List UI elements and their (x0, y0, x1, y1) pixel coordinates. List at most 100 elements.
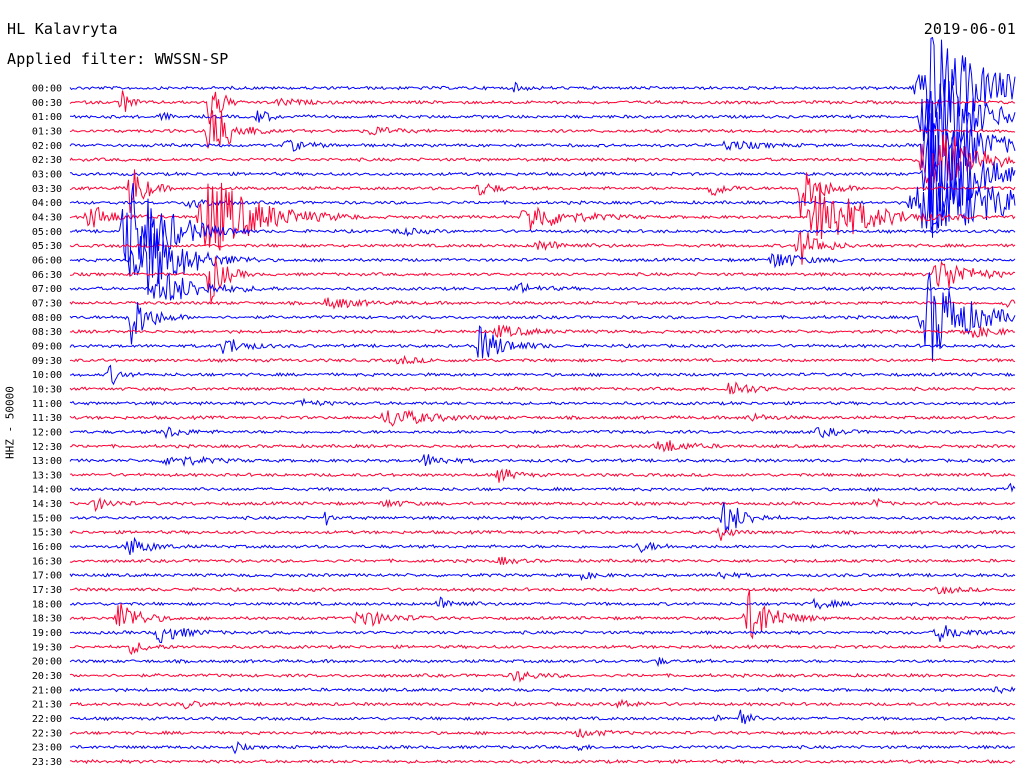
tick-label: 10:00 (32, 370, 62, 381)
tick-label: 22:30 (32, 728, 62, 739)
trace-row (69, 496, 1016, 513)
tick-label: 14:00 (32, 485, 62, 496)
tick-label: 01:00 (32, 112, 62, 123)
trace-row (69, 134, 1016, 204)
trace-row (69, 454, 1016, 468)
trace-row (69, 183, 1016, 277)
tick-label: 02:00 (32, 141, 62, 152)
trace-row (69, 698, 1016, 710)
trace-row (69, 536, 1016, 556)
tick-label: 06:00 (32, 255, 62, 266)
tick-label: 00:30 (32, 98, 62, 109)
tick-label: 08:00 (32, 313, 62, 324)
tick-label: 07:00 (32, 284, 62, 295)
trace-row (69, 501, 1016, 534)
tick-label: 17:30 (32, 585, 62, 596)
trace-row (69, 110, 1016, 149)
trace-row (70, 79, 1016, 177)
tick-label: 05:00 (32, 227, 62, 238)
trace-row (69, 657, 1016, 668)
date-label: 2019-06-01 (923, 20, 1016, 38)
tick-label: 12:00 (32, 427, 62, 438)
tick-label: 04:30 (32, 212, 62, 223)
trace-row (69, 36, 1016, 139)
filter-label: Applied filter: WWSSN-SP (7, 50, 229, 68)
trace-row (69, 758, 1016, 765)
trace-row (69, 397, 1016, 407)
tick-label: 16:30 (32, 556, 62, 567)
trace-row (69, 468, 1016, 483)
tick-label: 06:30 (32, 270, 62, 281)
tick-label: 11:00 (32, 399, 62, 410)
trace-row (69, 182, 1016, 251)
trace-row (69, 709, 1016, 725)
tick-label: 03:00 (32, 169, 62, 180)
tick-label: 13:00 (32, 456, 62, 467)
trace-row (70, 596, 1016, 610)
trace-row (69, 482, 1016, 493)
trace-row (69, 325, 1016, 359)
tick-label: 18:30 (32, 614, 62, 625)
tick-label: 03:30 (32, 184, 62, 195)
tick-label: 13:30 (32, 470, 62, 481)
tick-label: 22:00 (32, 714, 62, 725)
trace-row (69, 426, 1016, 440)
tick-label: 19:30 (32, 642, 62, 653)
tick-label: 23:00 (32, 743, 62, 754)
tick-label: 20:00 (32, 657, 62, 668)
tick-label: 10:30 (32, 384, 62, 395)
trace-row (70, 256, 1016, 303)
tick-label: 19:00 (32, 628, 62, 639)
trace-row (69, 223, 1016, 295)
tick-label: 21:30 (32, 700, 62, 711)
trace-row (69, 526, 1016, 541)
trace-row (69, 409, 1016, 427)
trace-row (69, 381, 1016, 395)
trace-row (69, 440, 1016, 453)
trace-row (69, 556, 1016, 565)
tick-label: 16:00 (32, 542, 62, 553)
seismic-traces (69, 36, 1016, 765)
tick-label: 09:00 (32, 341, 62, 352)
tick-label: 01:30 (32, 126, 62, 137)
trace-row (70, 113, 1016, 238)
tick-label: 05:30 (32, 241, 62, 252)
trace-row (70, 586, 1016, 595)
trace-row (69, 364, 1016, 386)
trace-row (69, 230, 1016, 265)
trace-row (69, 625, 1016, 644)
trace-row (69, 728, 1016, 739)
tick-label: 07:30 (32, 298, 62, 309)
tick-label: 14:30 (32, 499, 62, 510)
trace-row (69, 272, 1016, 362)
tick-label: 21:00 (32, 685, 62, 696)
tick-label: 23:30 (32, 757, 62, 768)
trace-row (69, 354, 1016, 365)
tick-label: 18:00 (32, 599, 62, 610)
tick-label: 04:00 (32, 198, 62, 209)
tick-label: 20:30 (32, 671, 62, 682)
station-title: HL Kalavryta (7, 20, 118, 38)
tick-label: 08:30 (32, 327, 62, 338)
tick-label: 00:00 (32, 84, 62, 95)
trace-row (69, 98, 1016, 213)
tick-label: 02:30 (32, 155, 62, 166)
tick-label: 15:00 (32, 513, 62, 524)
trace-row (69, 164, 1016, 232)
trace-row (70, 740, 1016, 755)
trace-row (69, 571, 1016, 582)
trace-row (69, 90, 1016, 125)
tick-label: 11:30 (32, 413, 62, 424)
trace-row (69, 589, 1016, 640)
trace-row (69, 642, 1016, 655)
tick-label: 15:30 (32, 528, 62, 539)
tick-label: 12:30 (32, 442, 62, 453)
trace-row (69, 686, 1016, 695)
tick-label: 17:00 (32, 571, 62, 582)
trace-row (69, 169, 1016, 218)
tick-label: 09:30 (32, 356, 62, 367)
trace-row (69, 297, 1016, 310)
trace-row (69, 671, 1016, 683)
trace-row (69, 324, 1016, 338)
